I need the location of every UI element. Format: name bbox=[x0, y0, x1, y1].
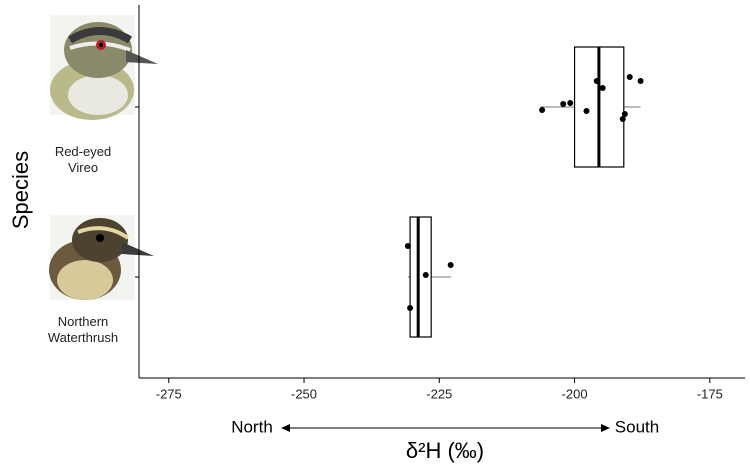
point bbox=[593, 78, 600, 84]
point bbox=[539, 107, 546, 113]
point bbox=[626, 74, 633, 80]
species-label: Red-eyed Vireo bbox=[54, 144, 112, 175]
box bbox=[409, 216, 432, 338]
annotation-south: South bbox=[615, 417, 659, 436]
x-tick-label: -200 bbox=[562, 386, 588, 401]
vireo-icon bbox=[50, 15, 158, 120]
x-axis-label: δ²H (‰) bbox=[406, 438, 484, 463]
point bbox=[599, 85, 606, 91]
y-axis-label: Species bbox=[8, 151, 33, 229]
arrow-head-left bbox=[281, 424, 290, 432]
species-label: Northern Waterthrush bbox=[47, 314, 119, 345]
x-tick-label: -275 bbox=[156, 386, 182, 401]
x-tick-label: -225 bbox=[426, 386, 452, 401]
point bbox=[567, 100, 574, 106]
point bbox=[407, 305, 414, 311]
waterthrush-icon bbox=[49, 215, 154, 300]
point bbox=[637, 78, 644, 84]
point bbox=[583, 108, 590, 114]
annotation-north: North bbox=[231, 417, 273, 436]
x-tick-label: -250 bbox=[291, 386, 317, 401]
point bbox=[447, 262, 454, 268]
point bbox=[404, 243, 411, 249]
point bbox=[422, 272, 429, 278]
point bbox=[621, 111, 628, 117]
arrow-head-right bbox=[601, 424, 610, 432]
x-tick-label: -175 bbox=[697, 386, 723, 401]
point bbox=[560, 101, 567, 107]
point bbox=[619, 116, 626, 122]
